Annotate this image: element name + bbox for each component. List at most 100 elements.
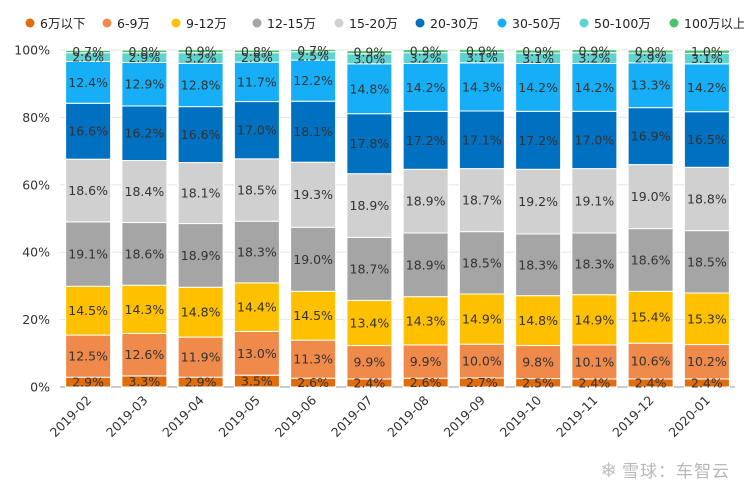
bar-segment <box>683 63 730 113</box>
bar-segment <box>402 62 449 112</box>
bar-segment <box>177 49 224 54</box>
chart-legend: 6万以下 6-9万 9-12万 12-15万 15-20万 20-30万 30-50万 50-… <box>25 16 744 31</box>
bar-segment <box>290 339 337 379</box>
segment-value-label: 18.5% <box>687 254 727 269</box>
legend-item-2-swatch <box>171 18 181 28</box>
segment-value-label: 14.2% <box>406 80 446 95</box>
segment-value-label: 14.9% <box>462 312 502 327</box>
segment-value-label: 2.9% <box>185 375 217 390</box>
legend-item-7-label: 50-100万 <box>594 16 651 31</box>
bar-segment <box>515 295 562 347</box>
segment-value-label: 3.5% <box>241 374 273 389</box>
segment-value-label: 15.3% <box>687 311 727 326</box>
bar-segment <box>233 101 280 160</box>
x-tick-label: 2019-10 <box>497 392 545 440</box>
segment-value-label: 15.4% <box>631 310 671 325</box>
segment-value-label: 0.9% <box>185 44 217 59</box>
segment-value-label: 3.1% <box>691 51 723 66</box>
bar-segment <box>65 334 112 378</box>
segment-value-label: 17.1% <box>462 132 502 147</box>
bar-segment <box>627 290 674 344</box>
segment-value-label: 14.3% <box>462 79 502 94</box>
bar-segment <box>346 50 393 55</box>
x-tick-label: 2019-06 <box>272 392 320 440</box>
segment-value-label: 18.6% <box>631 252 671 267</box>
segment-value-label: 10.1% <box>575 354 615 369</box>
segment-value-label: 11.7% <box>237 74 277 89</box>
x-axis-ticks: 2019-02 2019-03 2019-04 2019-05 2019-06 2019-… <box>47 392 713 440</box>
segment-value-label: 12.4% <box>68 75 108 90</box>
y-tick-label: 60% <box>22 177 50 192</box>
bars <box>65 48 730 388</box>
bar-segment <box>683 49 730 54</box>
bar-segment <box>121 160 168 224</box>
segment-value-label: 17.0% <box>575 132 615 147</box>
segment-value-label: 3.1% <box>466 50 498 65</box>
watermark-text: 雪球：车智云 <box>622 462 730 482</box>
bar-segment <box>458 168 505 233</box>
bar-segment <box>627 49 674 54</box>
legend-item-6-swatch <box>497 18 507 28</box>
segment-value-label: 0.9% <box>466 43 498 58</box>
bar-segment <box>458 231 505 295</box>
segment-value-label: 3.1% <box>522 51 554 66</box>
bar-segment <box>290 100 337 163</box>
bar-segment <box>402 168 449 234</box>
segment-value-label: 18.5% <box>237 183 277 198</box>
bar-segment <box>121 222 168 286</box>
segment-value-label: 18.3% <box>518 257 558 272</box>
segment-value-label: 17.0% <box>237 123 277 138</box>
segment-value-label: 14.3% <box>406 313 446 328</box>
bar-segment <box>515 49 562 54</box>
bar-segment <box>571 232 618 296</box>
segment-value-label: 19.0% <box>293 252 333 267</box>
segment-value-label: 14.2% <box>687 80 727 95</box>
bar-segment <box>346 345 393 380</box>
bar-segment <box>233 158 280 222</box>
segment-value-label: 2.5% <box>297 48 329 63</box>
segment-value-label: 16.9% <box>631 129 671 144</box>
x-tick-label: 2019-12 <box>609 393 657 441</box>
x-tick-label: 2019-07 <box>328 393 376 441</box>
legend-item-1-label: 6-9万 <box>117 16 150 31</box>
bar-segment <box>233 61 280 103</box>
y-tick-label: 40% <box>22 245 50 260</box>
bar-segment <box>290 59 337 102</box>
bar-segment <box>571 168 618 234</box>
segment-value-label: 19.1% <box>68 247 108 262</box>
legend-item-2-label: 9-12万 <box>186 16 227 31</box>
bar-segment <box>458 48 505 53</box>
segment-value-label: 2.4% <box>353 375 385 390</box>
bar-segment <box>65 49 112 54</box>
segment-value-label: 18.7% <box>350 261 390 276</box>
segment-value-label: 0.7% <box>297 43 329 58</box>
bar-segment <box>571 294 618 346</box>
segment-value-label: 14.4% <box>237 300 277 315</box>
segment-value-label: 3.2% <box>578 51 610 66</box>
segment-value-label: 18.9% <box>181 248 221 263</box>
segment-value-label: 18.9% <box>406 194 446 209</box>
legend-item-6-label: 30-50万 <box>512 16 561 31</box>
segment-value-label: 14.8% <box>518 313 558 328</box>
segment-value-label: 19.3% <box>293 187 333 202</box>
legend-item-4-label: 15-20万 <box>349 16 398 31</box>
segment-value-label: 18.6% <box>125 246 165 261</box>
x-tick-label: 2019-02 <box>47 393 95 441</box>
bar-segment <box>683 292 730 346</box>
segment-value-label: 14.5% <box>293 308 333 323</box>
segment-value-label: 18.7% <box>462 193 502 208</box>
segment-value-label: 18.6% <box>68 183 108 198</box>
bar-segment <box>458 293 505 345</box>
segment-value-label: 10.6% <box>631 354 671 369</box>
segment-value-label: 2.4% <box>578 375 610 390</box>
watermark: ❄ 雪球：车智云 <box>600 457 730 483</box>
segment-labels: 2.9%12.5%14.5%19.1%18.6%16.6%12.4%2.6%0.… <box>68 43 727 390</box>
segment-value-label: 3.3% <box>128 374 160 389</box>
bar-segment <box>177 286 224 338</box>
bar-segment <box>177 62 224 108</box>
bar-segment <box>627 164 674 230</box>
segment-value-label: 14.5% <box>68 303 108 318</box>
segment-value-label: 16.5% <box>687 132 727 147</box>
segment-value-label: 13.4% <box>350 315 390 330</box>
